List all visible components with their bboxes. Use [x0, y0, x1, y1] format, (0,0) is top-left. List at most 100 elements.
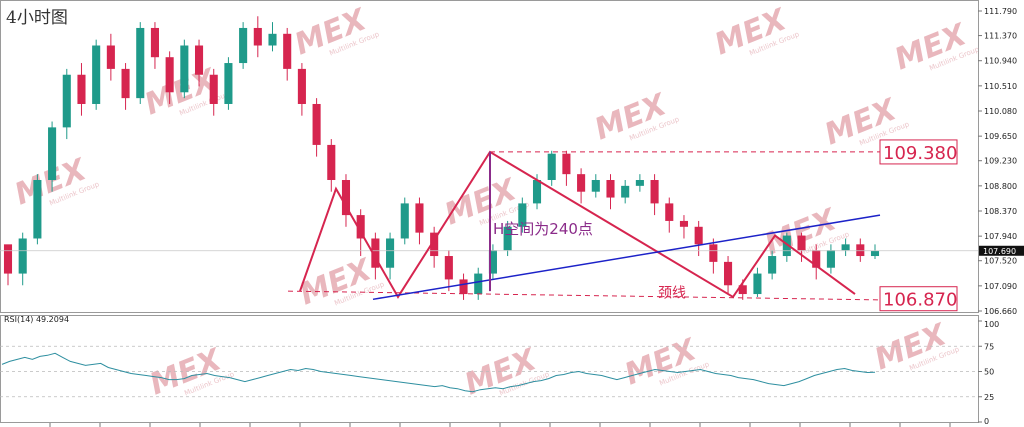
candle-body	[268, 33, 277, 46]
rsi-line	[1, 352, 876, 393]
candle-body	[782, 235, 791, 257]
price-tick-label: 107.940	[984, 232, 1017, 241]
candle-body	[797, 235, 806, 251]
candle-body	[92, 45, 101, 104]
candle-body	[430, 232, 439, 257]
chart-title: 4小时图	[6, 8, 68, 28]
candle-body	[679, 220, 689, 227]
candle-body	[341, 180, 351, 216]
candle-body	[768, 256, 777, 274]
candle-body	[488, 250, 497, 274]
candle-body	[48, 127, 57, 181]
candle-body	[518, 203, 527, 227]
price-tick-label: 106.660	[984, 307, 1017, 316]
candle-body	[841, 244, 850, 251]
price-tick-label: 107.520	[984, 257, 1017, 266]
candle-body	[870, 250, 880, 257]
candle-body	[753, 273, 762, 295]
rsi-tick-label: 0	[984, 417, 989, 426]
candle-body	[709, 244, 718, 262]
price-axis: 111.790 111.370 110.940 110.510 110.080 109.6…	[978, 7, 1024, 316]
upper-level-label-box	[879, 139, 958, 165]
candle-body	[371, 238, 380, 268]
rsi-tick-label: 75	[984, 342, 994, 351]
candle-body	[503, 226, 512, 251]
neckline-annotation: 颈线	[658, 286, 686, 302]
rsi-panel: 100 75 50 25 0	[0, 320, 999, 427]
candle-body	[856, 244, 865, 257]
grid-layer	[0, 0, 979, 423]
candle-body	[591, 180, 600, 192]
candle-body	[812, 250, 821, 268]
candle-body	[180, 45, 189, 93]
rsi-indicator-label: RSI(14) 49.2094	[4, 315, 70, 324]
candle-body	[239, 27, 248, 64]
candle-body	[297, 68, 306, 104]
candle-body	[826, 250, 835, 268]
candle-body	[694, 226, 703, 245]
price-tick-label: 109.230	[984, 157, 1017, 166]
candle-body	[3, 244, 13, 274]
candle-body	[665, 203, 674, 221]
price-tick-label: 108.370	[984, 207, 1017, 216]
candle-body	[106, 45, 115, 69]
candle-body	[194, 45, 204, 75]
price-tick-label: 108.800	[984, 182, 1017, 191]
price-tick-label: 107.090	[984, 282, 1017, 291]
price-tick-label: 109.650	[984, 132, 1017, 141]
candle-body	[650, 180, 659, 204]
candle-body	[283, 33, 292, 69]
candle-body	[474, 273, 483, 295]
price-tick-label: 110.940	[984, 57, 1017, 66]
candle-body	[121, 68, 130, 99]
trend-line	[372, 214, 881, 301]
candle-body	[547, 153, 556, 181]
price-tick-label: 110.510	[984, 82, 1017, 91]
candle-body	[621, 185, 630, 198]
candle-body	[562, 153, 571, 175]
candle-body	[209, 74, 218, 104]
candle-body	[459, 279, 468, 295]
rsi-tick-label: 50	[984, 368, 994, 377]
candle-body	[532, 180, 542, 204]
candle-body	[224, 63, 233, 104]
candle-body	[400, 203, 409, 239]
candle-body	[444, 256, 453, 280]
rsi-tick-label: 100	[984, 320, 999, 329]
price-tick-label: 111.790	[984, 7, 1017, 16]
price-tick-label: 111.370	[984, 32, 1017, 41]
candle-body	[415, 203, 424, 233]
candle-body	[356, 215, 365, 239]
candle-body	[150, 27, 159, 58]
candle-body	[253, 27, 262, 46]
candle-body	[18, 238, 27, 274]
candles-layer	[3, 16, 880, 300]
candle-body	[606, 180, 615, 198]
candle-body	[327, 144, 336, 181]
candle-body	[165, 57, 174, 93]
upper-level-label: 109.380	[883, 143, 957, 164]
candle-body	[136, 27, 145, 99]
price-panel-border	[0, 0, 979, 313]
candle-body	[33, 180, 42, 239]
lower-level-label-box	[879, 286, 958, 312]
candle-body	[77, 74, 86, 104]
candle-body	[312, 103, 321, 145]
current-price-box	[979, 245, 1024, 256]
candle-body	[386, 238, 395, 268]
candle-body	[577, 174, 586, 192]
current-price-label: 107.690	[983, 247, 1016, 256]
rsi-tick-label: 25	[984, 393, 994, 402]
rsi-panel-border	[0, 315, 979, 423]
price-tick-label: 110.080	[984, 107, 1017, 116]
